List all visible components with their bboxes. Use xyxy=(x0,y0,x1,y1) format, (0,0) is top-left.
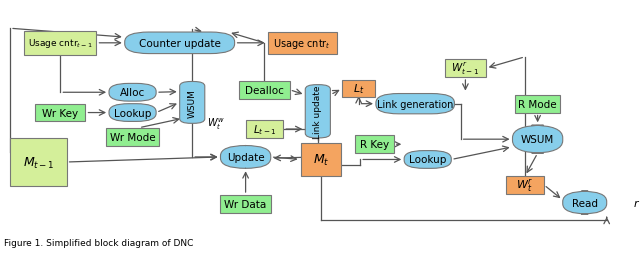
FancyBboxPatch shape xyxy=(109,104,156,122)
Text: Lookup: Lookup xyxy=(409,155,447,165)
Text: $r$: $r$ xyxy=(633,197,640,208)
Text: $W^w_t$: $W^w_t$ xyxy=(207,116,225,132)
FancyBboxPatch shape xyxy=(24,32,97,56)
FancyBboxPatch shape xyxy=(404,151,451,169)
Text: $W^r_t$: $W^r_t$ xyxy=(516,177,534,193)
Text: Alloc: Alloc xyxy=(120,88,145,98)
Text: R Key: R Key xyxy=(360,140,389,150)
FancyBboxPatch shape xyxy=(246,121,284,138)
FancyBboxPatch shape xyxy=(10,138,67,186)
FancyBboxPatch shape xyxy=(563,192,607,214)
FancyBboxPatch shape xyxy=(268,33,337,54)
FancyBboxPatch shape xyxy=(513,126,563,153)
Text: WSUM: WSUM xyxy=(521,135,554,145)
Text: Wr Data: Wr Data xyxy=(225,199,267,209)
Text: Wr Mode: Wr Mode xyxy=(109,132,156,142)
Text: Usage cntr$_t$: Usage cntr$_t$ xyxy=(273,37,331,51)
Text: Wr Key: Wr Key xyxy=(42,108,79,118)
FancyBboxPatch shape xyxy=(239,82,289,99)
FancyBboxPatch shape xyxy=(106,128,159,146)
Text: Read: Read xyxy=(572,198,598,208)
FancyBboxPatch shape xyxy=(125,33,235,54)
FancyBboxPatch shape xyxy=(301,144,341,176)
FancyBboxPatch shape xyxy=(180,82,205,124)
FancyBboxPatch shape xyxy=(506,176,544,194)
FancyBboxPatch shape xyxy=(342,80,375,98)
FancyBboxPatch shape xyxy=(35,104,86,122)
Text: $M_t$: $M_t$ xyxy=(313,152,329,167)
Text: Link generation: Link generation xyxy=(377,99,453,109)
Text: Counter update: Counter update xyxy=(139,39,221,49)
FancyBboxPatch shape xyxy=(515,96,560,113)
Text: Lookup: Lookup xyxy=(114,108,151,118)
Text: Figure 1. Simplified block diagram of DNC: Figure 1. Simplified block diagram of DN… xyxy=(4,238,193,247)
Text: $W^r_{t-1}$: $W^r_{t-1}$ xyxy=(451,61,479,77)
Text: Update: Update xyxy=(227,152,264,162)
Text: WSUM: WSUM xyxy=(188,89,196,117)
FancyBboxPatch shape xyxy=(221,146,271,169)
FancyBboxPatch shape xyxy=(445,60,486,78)
FancyBboxPatch shape xyxy=(355,136,394,153)
Text: $M_{t-1}$: $M_{t-1}$ xyxy=(22,155,54,170)
Text: Dealloc: Dealloc xyxy=(245,85,284,95)
FancyBboxPatch shape xyxy=(221,195,271,213)
Text: R Mode: R Mode xyxy=(518,99,557,109)
Text: $L_t$: $L_t$ xyxy=(353,82,364,96)
FancyBboxPatch shape xyxy=(376,94,454,114)
Text: Link update: Link update xyxy=(314,85,323,138)
FancyBboxPatch shape xyxy=(109,84,156,102)
Text: Usage cntr$_{t-1}$: Usage cntr$_{t-1}$ xyxy=(28,37,93,50)
Text: $L_{t-1}$: $L_{t-1}$ xyxy=(253,123,276,136)
FancyBboxPatch shape xyxy=(305,85,330,138)
